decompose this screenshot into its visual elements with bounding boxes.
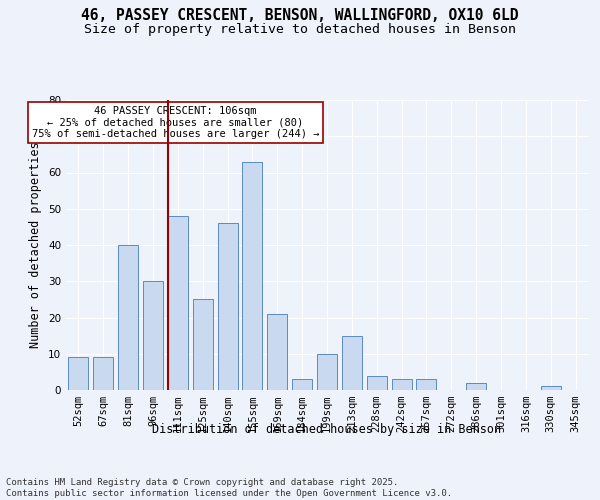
Y-axis label: Number of detached properties: Number of detached properties	[29, 142, 43, 348]
Bar	[218, 223, 238, 390]
Bar	[367, 376, 386, 390]
Text: 46 PASSEY CRESCENT: 106sqm
← 25% of detached houses are smaller (80)
75% of semi: 46 PASSEY CRESCENT: 106sqm ← 25% of deta…	[32, 106, 319, 139]
Text: Distribution of detached houses by size in Benson: Distribution of detached houses by size …	[152, 422, 502, 436]
Bar	[342, 336, 362, 390]
Bar	[317, 354, 337, 390]
Bar	[118, 245, 138, 390]
Bar	[541, 386, 560, 390]
Bar	[68, 358, 88, 390]
Bar	[292, 379, 312, 390]
Bar	[392, 379, 412, 390]
Text: Contains HM Land Registry data © Crown copyright and database right 2025.
Contai: Contains HM Land Registry data © Crown c…	[6, 478, 452, 498]
Bar	[242, 162, 262, 390]
Text: Size of property relative to detached houses in Benson: Size of property relative to detached ho…	[84, 22, 516, 36]
Bar	[94, 358, 113, 390]
Bar	[143, 281, 163, 390]
Bar	[416, 379, 436, 390]
Bar	[268, 314, 287, 390]
Bar	[168, 216, 188, 390]
Text: 46, PASSEY CRESCENT, BENSON, WALLINGFORD, OX10 6LD: 46, PASSEY CRESCENT, BENSON, WALLINGFORD…	[81, 8, 519, 22]
Bar	[193, 300, 212, 390]
Bar	[466, 383, 486, 390]
